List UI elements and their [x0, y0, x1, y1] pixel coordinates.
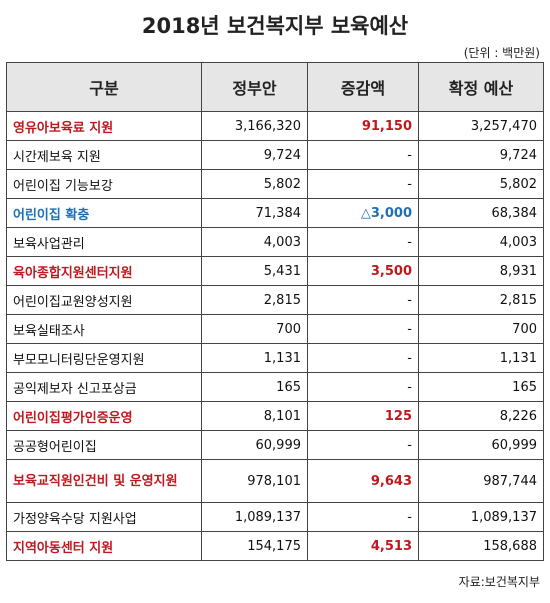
table-row: 가정양육수당 지원사업 1,089,137-1,089,137	[6, 502, 544, 532]
row-gov-proposal: 2,815	[201, 285, 308, 315]
row-name: 어린이집평가인증운영	[6, 401, 202, 431]
table-row: 육아종합지원센터지원 5,431 3,500 8,931	[6, 256, 544, 286]
row-gov-proposal: 9,724	[201, 140, 308, 170]
row-name: 어린이집 기능보강	[6, 169, 202, 199]
row-gov-proposal: 978,101	[201, 459, 308, 503]
table-row: 공익제보자 신고포상금 165-165	[6, 372, 544, 402]
row-final-budget: 158,688	[418, 531, 544, 561]
budget-table: 구분 정부안 증감액 확정 예산 영유아보육료 지원 3,166,320 91,15…	[6, 62, 544, 561]
row-final-budget: 60,999	[418, 430, 544, 460]
row-change: △3,000	[307, 198, 419, 228]
row-name: 지역아동센터 지원	[6, 531, 202, 561]
row-change: -	[307, 372, 419, 402]
table-row: 공공형어린이집 60,999-60,999	[6, 430, 544, 460]
row-change: -	[307, 169, 419, 199]
header-gov-proposal: 정부안	[201, 62, 308, 112]
unit-note: (단위 : 백만원)	[463, 46, 540, 60]
row-final-budget: 9,724	[418, 140, 544, 170]
table-row: 영유아보육료 지원 3,166,320 91,150 3,257,470	[6, 111, 544, 141]
row-gov-proposal: 1,131	[201, 343, 308, 373]
row-final-budget: 5,802	[418, 169, 544, 199]
row-gov-proposal: 700	[201, 314, 308, 344]
row-change: 125	[307, 401, 419, 431]
row-change: 9,643	[307, 459, 419, 503]
row-name: 보육교직원인건비 및 운영지원	[6, 459, 202, 503]
row-final-budget: 8,931	[418, 256, 544, 286]
row-gov-proposal: 60,999	[201, 430, 308, 460]
row-final-budget: 1,089,137	[418, 502, 544, 532]
row-gov-proposal: 8,101	[201, 401, 308, 431]
row-gov-proposal: 154,175	[201, 531, 308, 561]
row-final-budget: 1,131	[418, 343, 544, 373]
row-change: -	[307, 140, 419, 170]
row-change: -	[307, 285, 419, 315]
table-row: 보육사업관리 4,003-4,003	[6, 227, 544, 257]
row-name: 가정양육수당 지원사업	[6, 502, 202, 532]
row-change: 4,513	[307, 531, 419, 561]
row-gov-proposal: 1,089,137	[201, 502, 308, 532]
row-final-budget: 165	[418, 372, 544, 402]
row-final-budget: 8,226	[418, 401, 544, 431]
row-final-budget: 987,744	[418, 459, 544, 503]
row-final-budget: 700	[418, 314, 544, 344]
row-gov-proposal: 4,003	[201, 227, 308, 257]
row-gov-proposal: 71,384	[201, 198, 308, 228]
row-change: -	[307, 430, 419, 460]
row-name: 어린이집 확충	[6, 198, 202, 228]
table-header-row: 구분 정부안 증감액 확정 예산	[6, 62, 544, 112]
row-final-budget: 4,003	[418, 227, 544, 257]
header-final-budget: 확정 예산	[418, 62, 544, 112]
table-row: 부모모니터링단운영지원 1,131-1,131	[6, 343, 544, 373]
table-row: 보육교직원인건비 및 운영지원 978,101 9,643 987,744	[6, 459, 544, 503]
row-name: 영유아보육료 지원	[6, 111, 202, 141]
row-name: 어린이집교원양성지원	[6, 285, 202, 315]
header-change: 증감액	[307, 62, 419, 112]
row-name: 시간제보육 지원	[6, 140, 202, 170]
table-row: 어린이집교원양성지원 2,815-2,815	[6, 285, 544, 315]
row-change: -	[307, 502, 419, 532]
table-row: 시간제보육 지원 9,724-9,724	[6, 140, 544, 170]
row-gov-proposal: 3,166,320	[201, 111, 308, 141]
row-change: -	[307, 343, 419, 373]
row-name: 보육사업관리	[6, 227, 202, 257]
header-category: 구분	[6, 62, 202, 112]
row-change: 91,150	[307, 111, 419, 141]
table-row: 어린이집 확충 71,384 △3,000 68,384	[6, 198, 544, 228]
row-name: 보육실태조사	[6, 314, 202, 344]
table-row: 보육실태조사 700-700	[6, 314, 544, 344]
row-change: -	[307, 314, 419, 344]
row-final-budget: 68,384	[418, 198, 544, 228]
row-gov-proposal: 5,431	[201, 256, 308, 286]
page-title: 2018년 보건복지부 보육예산	[141, 14, 409, 38]
table-row: 어린이집평가인증운영 8,101 125 8,226	[6, 401, 544, 431]
row-gov-proposal: 165	[201, 372, 308, 402]
row-gov-proposal: 5,802	[201, 169, 308, 199]
source-note: 자료:보건복지부	[458, 575, 540, 589]
row-change: 3,500	[307, 256, 419, 286]
row-final-budget: 2,815	[418, 285, 544, 315]
row-change: -	[307, 227, 419, 257]
row-name: 육아종합지원센터지원	[6, 256, 202, 286]
row-name: 공익제보자 신고포상금	[6, 372, 202, 402]
table-row: 지역아동센터 지원 154,175 4,513 158,688	[6, 531, 544, 561]
row-final-budget: 3,257,470	[418, 111, 544, 141]
table-row: 어린이집 기능보강 5,802-5,802	[6, 169, 544, 199]
row-name: 공공형어린이집	[6, 430, 202, 460]
row-name: 부모모니터링단운영지원	[6, 343, 202, 373]
